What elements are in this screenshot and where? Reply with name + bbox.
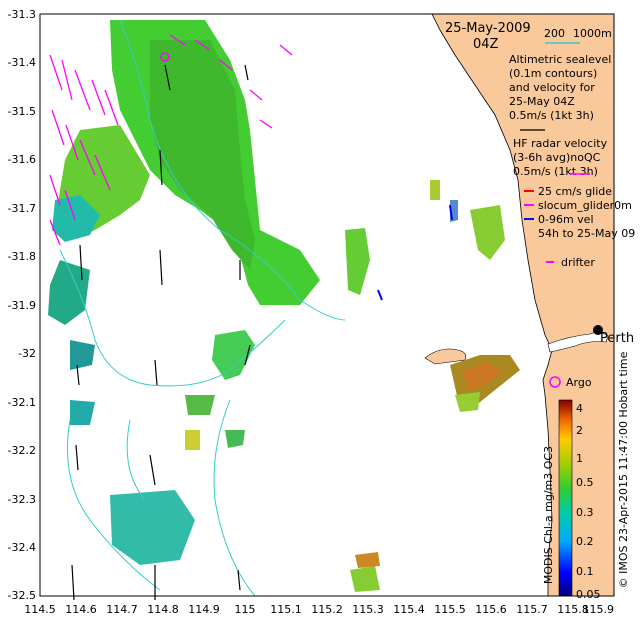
scale-label-1000m: 1000m [573,27,612,40]
perth-marker [593,325,603,335]
scale-label-200: 200 [544,27,565,40]
y-tick-label: -32.1 [8,396,36,409]
y-axis: -31.3 -31.4 -31.5 -31.6 -31.7 -31.8 -31.… [8,8,36,602]
altimetric-legend-line: (0.1m contours) [509,67,597,80]
colorbar-tick: 0.3 [576,506,594,519]
x-tick-label: 115 [235,603,256,616]
colorbar-tick: 0.2 [576,535,594,548]
drifter-legend-label: drifter [561,256,595,269]
altimetric-legend-line: 25-May 04Z [509,95,575,108]
x-tick-label: 115.7 [516,603,548,616]
colorbar-tick: 0.05 [576,588,601,601]
x-tick-label: 115.6 [475,603,507,616]
argo-legend-label: Argo [566,376,592,389]
colorbar-tick: 1 [576,452,583,465]
colorbar-tick: 2 [576,424,583,437]
x-tick-label: 115.8 [557,603,589,616]
x-tick-label: 114.8 [147,603,179,616]
chlorophyll-colorbar: 4 2 1 0.5 0.3 0.2 0.1 0.05 MODIS Chl-a m… [542,399,601,601]
colorbar-gradient [558,399,573,597]
x-tick-label: 115.3 [352,603,384,616]
y-tick-label: -31.8 [8,250,36,263]
credit-line: © IMOS 23-Apr-2015 11:47:00 Hobart time [617,351,630,588]
x-tick-label: 115.1 [270,603,302,616]
colorbar-tick: 0.5 [576,476,594,489]
altimetric-legend-line: 0.5m/s (1kt 3h) [509,109,594,122]
rottnest-island [424,348,466,365]
y-tick-label: -31.7 [8,202,36,215]
hf-radar-legend-line: 0.5m/s (1kt 3h) [513,165,598,178]
altimetric-legend-line: Altimetric sealevel [509,53,611,66]
glider-legend-line: 25 cm/s glide [538,185,612,198]
x-tick-label: 115.5 [434,603,466,616]
glider-legend-line: slocum_glider0m [538,199,632,212]
y-tick-label: -32 [18,347,36,360]
y-tick-label: -31.6 [8,153,36,166]
glider-tracks [377,204,453,301]
glider-legend-line: 0-96m vel [538,213,594,226]
hf-radar-legend-line: HF radar velocity [513,137,608,150]
y-tick-label: -32.2 [8,444,36,457]
colorbar-tick: 4 [576,402,583,415]
y-tick-label: -31.5 [8,105,36,118]
x-tick-label: 115.9 [583,603,615,616]
colorbar-tick: 0.1 [576,565,594,578]
x-tick-label: 114.5 [24,603,56,616]
altimetric-legend-line: and velocity for [509,81,595,94]
hf-radar-velocity-vectors [49,34,293,246]
y-tick-label: -32.3 [8,493,36,506]
date-label: 25-May-2009 [445,21,531,36]
hf-radar-legend-line: (3-6h avg)noQC [513,151,601,164]
time-label: 04Z [473,37,499,52]
swan-river [547,332,609,353]
x-axis: 114.5 114.6 114.7 114.8 114.9 115 115.1 … [24,603,614,616]
y-tick-label: -32.5 [8,589,36,602]
chlorophyll-field [48,20,520,592]
map-legend: 25-May-2009 04Z 200 1000m Altimetric sea… [445,21,635,389]
y-tick-label: -32.4 [8,541,36,554]
argo-legend-icon [549,376,561,388]
altimetric-velocity-vectors [71,64,251,601]
x-tick-label: 114.7 [106,603,138,616]
y-tick-label: -31.3 [8,8,36,21]
y-tick-label: -31.9 [8,299,36,312]
colorbar-label: MODIS Chl-a mg/m3 OC3 [542,446,555,584]
glider-legend-line: 54h to 25-May 09 [538,227,635,240]
x-tick-label: 115.2 [311,603,343,616]
x-tick-label: 114.9 [188,603,220,616]
x-tick-label: 114.6 [65,603,97,616]
argo-float-marker [160,52,170,62]
plot-border [39,13,615,597]
perth-label: Perth [600,331,634,346]
x-tick-label: 115.4 [393,603,425,616]
y-tick-label: -31.4 [8,56,36,69]
